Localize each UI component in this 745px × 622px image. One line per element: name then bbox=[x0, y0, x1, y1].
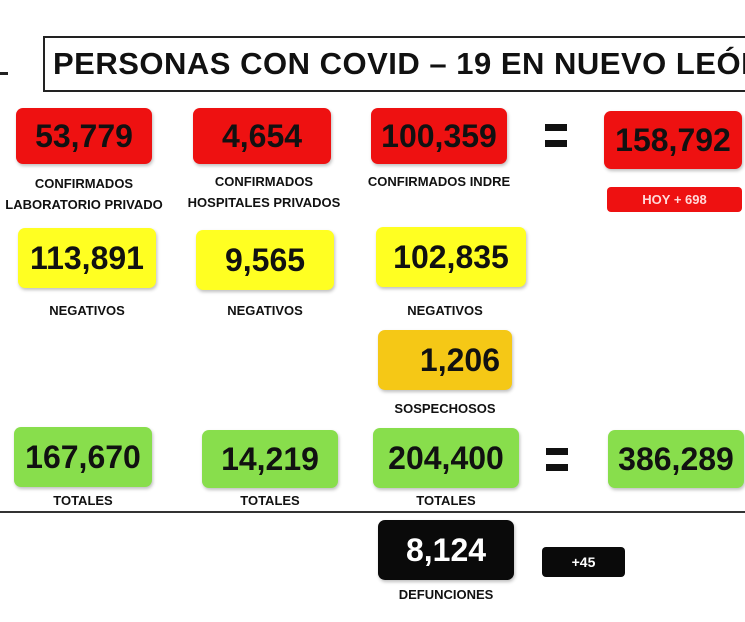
totales-indre-value: 204,400 bbox=[373, 428, 519, 488]
confirmados-lab-privado-label: CONFIRMADOS LABORATORIO PRIVADO bbox=[0, 173, 172, 215]
negativos-lab-privado-value: 113,891 bbox=[18, 228, 156, 288]
grand-total-value: 386,289 bbox=[608, 430, 744, 488]
confirmados-hosp-privados-label: CONFIRMADOS HOSPITALES PRIVADOS bbox=[178, 171, 350, 213]
negativos-indre-value: 102,835 bbox=[376, 227, 526, 287]
label-line-2: HOSPITALES PRIVADOS bbox=[187, 195, 341, 210]
equals-top-bar bbox=[545, 124, 567, 131]
confirmados-indre-label: CONFIRMADOS INDRE bbox=[367, 174, 511, 189]
confirmados-lab-privado-value: 53,779 bbox=[16, 108, 152, 164]
sospechosos-value: 1,206 bbox=[378, 330, 512, 390]
totales-lab-privado-value: 167,670 bbox=[14, 427, 152, 487]
sospechosos-label: SOSPECHOSOS bbox=[394, 401, 496, 416]
divider-line bbox=[0, 511, 745, 513]
negativos-lab-privado-label: NEGATIVOS bbox=[49, 303, 125, 318]
confirmados-hosp-privados-value: 4,654 bbox=[193, 108, 331, 164]
negativos-hosp-privados-label: NEGATIVOS bbox=[227, 303, 303, 318]
page-title: PERSONAS CON COVID – 19 EN NUEVO LEÓN bbox=[53, 46, 745, 81]
title-banner: PERSONAS CON COVID – 19 EN NUEVO LEÓN bbox=[43, 36, 745, 92]
defunciones-delta-badge: +45 bbox=[542, 547, 625, 577]
equals-bottom-bar bbox=[545, 140, 567, 147]
label-line-2: LABORATORIO PRIVADO bbox=[5, 197, 163, 212]
defunciones-value: 8,124 bbox=[378, 520, 514, 580]
defunciones-label: DEFUNCIONES bbox=[398, 587, 494, 602]
hoy-badge: HOY + 698 bbox=[607, 187, 742, 212]
confirmados-indre-value: 100,359 bbox=[371, 108, 507, 164]
dash-mark bbox=[0, 72, 8, 75]
confirmados-total-value: 158,792 bbox=[604, 111, 742, 169]
label-line-1: CONFIRMADOS bbox=[214, 174, 314, 189]
totales-indre-label: TOTALES bbox=[416, 493, 476, 508]
equals-top-bar bbox=[546, 448, 568, 455]
label-line-1: CONFIRMADOS bbox=[34, 176, 134, 191]
negativos-hosp-privados-value: 9,565 bbox=[196, 230, 334, 290]
totales-lab-privado-label: TOTALES bbox=[53, 493, 113, 508]
negativos-indre-label: NEGATIVOS bbox=[407, 303, 483, 318]
totales-hosp-privados-value: 14,219 bbox=[202, 430, 338, 488]
totales-hosp-privados-label: TOTALES bbox=[240, 493, 300, 508]
equals-bottom-bar bbox=[546, 464, 568, 471]
